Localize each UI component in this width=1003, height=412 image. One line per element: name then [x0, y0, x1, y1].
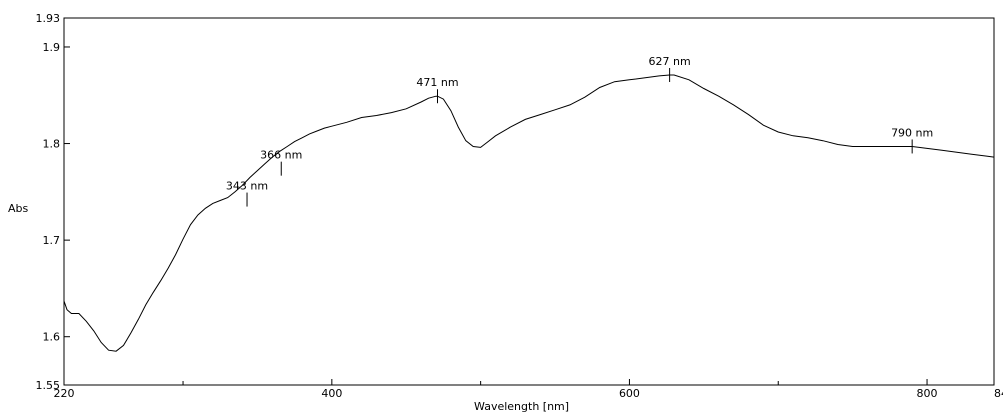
x-tick-label: 800 [917, 387, 938, 400]
labels-layer: Wavelength [nm] Abs [8, 202, 569, 412]
y-tick-label: 1.55 [36, 379, 61, 392]
x-axis-label: Wavelength [nm] [474, 400, 569, 412]
y-tick-label: 1.6 [43, 331, 61, 344]
y-tick-label: 1.7 [43, 234, 61, 247]
x-tick-label: 400 [321, 387, 342, 400]
x-tick-label: 600 [619, 387, 640, 400]
y-tick-label: 1.9 [43, 41, 61, 54]
x-tick-label: 845 [994, 387, 1003, 400]
peak-label: 343 nm [226, 180, 268, 193]
plot-frame [63, 17, 995, 386]
peak-label: 790 nm [891, 126, 933, 139]
peaks-layer: 343 nm 366 nm 471 nm 627 nm 790 nm [226, 55, 933, 207]
peak-label: 627 nm [649, 55, 691, 68]
peak-label: 366 nm [260, 149, 302, 162]
peak-label: 471 nm [416, 76, 458, 89]
axes-layer [63, 17, 995, 386]
spectrum-line [63, 74, 995, 352]
series-layer [63, 74, 995, 352]
y-tick-label: 1.93 [36, 12, 61, 25]
y-axis-label: Abs [8, 202, 29, 215]
ticks-layer: 1.55 1.6 1.7 1.8 1.9 1.93 220 400 600 800 845 [36, 12, 1003, 400]
y-tick-label: 1.8 [43, 138, 61, 151]
x-tick-label: 220 [54, 387, 75, 400]
